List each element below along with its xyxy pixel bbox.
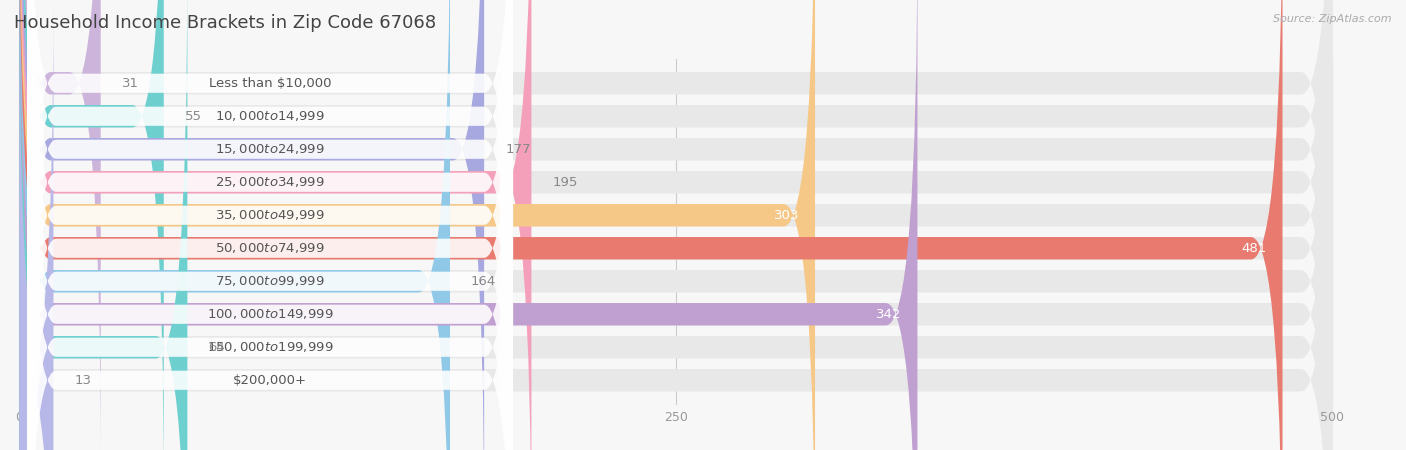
- Text: 55: 55: [184, 110, 201, 123]
- FancyBboxPatch shape: [20, 0, 815, 450]
- FancyBboxPatch shape: [27, 0, 513, 450]
- FancyBboxPatch shape: [20, 0, 1333, 450]
- Text: Less than $10,000: Less than $10,000: [209, 77, 332, 90]
- FancyBboxPatch shape: [20, 0, 531, 450]
- Text: $150,000 to $199,999: $150,000 to $199,999: [207, 340, 333, 354]
- FancyBboxPatch shape: [20, 0, 53, 450]
- FancyBboxPatch shape: [27, 0, 513, 450]
- Text: 481: 481: [1241, 242, 1267, 255]
- FancyBboxPatch shape: [20, 0, 1333, 450]
- Text: 13: 13: [75, 374, 91, 387]
- FancyBboxPatch shape: [20, 0, 1333, 450]
- FancyBboxPatch shape: [20, 0, 918, 450]
- FancyBboxPatch shape: [27, 0, 513, 450]
- FancyBboxPatch shape: [20, 0, 1333, 450]
- Text: $50,000 to $74,999: $50,000 to $74,999: [215, 241, 325, 255]
- FancyBboxPatch shape: [27, 0, 513, 450]
- Text: $75,000 to $99,999: $75,000 to $99,999: [215, 274, 325, 288]
- FancyBboxPatch shape: [27, 0, 513, 450]
- FancyBboxPatch shape: [20, 0, 1333, 450]
- FancyBboxPatch shape: [20, 0, 1333, 450]
- FancyBboxPatch shape: [20, 0, 163, 450]
- Text: $15,000 to $24,999: $15,000 to $24,999: [215, 142, 325, 156]
- FancyBboxPatch shape: [20, 0, 484, 450]
- Text: 177: 177: [505, 143, 530, 156]
- FancyBboxPatch shape: [27, 0, 513, 450]
- FancyBboxPatch shape: [20, 0, 1333, 450]
- Text: 31: 31: [122, 77, 139, 90]
- Text: $100,000 to $149,999: $100,000 to $149,999: [207, 307, 333, 321]
- FancyBboxPatch shape: [27, 27, 513, 450]
- FancyBboxPatch shape: [27, 0, 513, 436]
- FancyBboxPatch shape: [20, 0, 1333, 450]
- Text: Household Income Brackets in Zip Code 67068: Household Income Brackets in Zip Code 67…: [14, 14, 436, 32]
- FancyBboxPatch shape: [20, 0, 187, 450]
- Text: 164: 164: [471, 275, 496, 288]
- Text: $35,000 to $49,999: $35,000 to $49,999: [215, 208, 325, 222]
- FancyBboxPatch shape: [20, 0, 1282, 450]
- Text: $200,000+: $200,000+: [233, 374, 307, 387]
- FancyBboxPatch shape: [20, 0, 1333, 450]
- Text: 195: 195: [553, 176, 578, 189]
- FancyBboxPatch shape: [27, 0, 513, 450]
- Text: 342: 342: [876, 308, 901, 321]
- Text: 303: 303: [773, 209, 799, 222]
- Text: Source: ZipAtlas.com: Source: ZipAtlas.com: [1274, 14, 1392, 23]
- Text: $10,000 to $14,999: $10,000 to $14,999: [215, 109, 325, 123]
- Text: $25,000 to $34,999: $25,000 to $34,999: [215, 175, 325, 189]
- FancyBboxPatch shape: [20, 0, 450, 450]
- FancyBboxPatch shape: [20, 0, 101, 450]
- FancyBboxPatch shape: [27, 0, 513, 450]
- Text: 64: 64: [208, 341, 225, 354]
- FancyBboxPatch shape: [20, 0, 1333, 450]
